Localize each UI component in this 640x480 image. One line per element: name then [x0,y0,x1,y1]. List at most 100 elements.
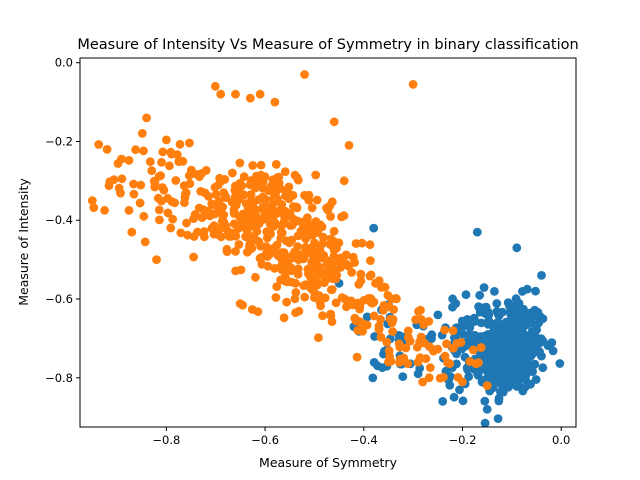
data-point-series-2 [342,302,351,312]
data-point-series-2 [329,245,339,255]
data-point-series-2 [290,247,299,257]
data-point-series-2 [253,307,263,316]
data-point-series-2 [388,314,398,324]
y-tick-label: −0.2 [45,134,73,148]
data-point-series-2 [209,221,219,231]
data-point-series-2 [279,313,289,323]
data-point-series-2 [127,227,137,237]
data-point-series-2 [389,305,398,314]
data-point-series-2 [192,170,202,179]
data-point-series-2 [150,182,160,192]
data-point-series-2 [114,183,124,193]
data-point-series-1 [517,308,526,318]
data-point-series-2 [251,272,260,282]
data-point-series-2 [270,264,279,273]
data-point-series-2 [117,174,127,184]
data-point-series-1 [480,418,490,428]
data-point-series-2 [137,129,147,138]
data-point-series-2 [401,343,411,353]
data-point-series-2 [351,239,361,248]
data-point-series-1 [537,271,546,280]
data-point-series-2 [245,93,255,103]
y-axis-label: Measure of Intensity [16,178,31,306]
data-point-series-2 [165,161,174,171]
data-point-series-1 [413,369,423,379]
data-point-series-2 [124,206,134,215]
data-point-series-1 [489,360,498,370]
data-point-series-1 [483,307,493,317]
data-point-series-2 [291,308,300,318]
data-point-series-2 [152,255,161,264]
data-point-series-1 [518,287,527,296]
data-point-series-2 [377,283,386,292]
data-point-series-2 [271,293,281,302]
x-tick-label: −0.8 [152,433,180,447]
data-point-series-2 [323,256,333,266]
data-point-series-2 [171,176,181,185]
data-point-series-2 [168,214,178,224]
data-point-series-2 [280,167,290,177]
data-point-series-2 [391,294,401,303]
data-point-series-2 [270,97,280,107]
data-point-series-2 [301,280,310,289]
data-point-series-2 [248,161,258,170]
data-point-series-2 [255,89,265,99]
data-point-series-2 [307,257,317,267]
data-point-series-2 [234,240,244,249]
data-point-series-1 [470,317,480,326]
data-point-series-2 [261,195,270,204]
data-point-series-2 [189,252,199,262]
data-point-series-2 [245,239,255,248]
data-point-series-1 [448,302,457,312]
y-axis-ticks: 0.0 −0.2 −0.4 −0.6 −0.8 [45,56,80,385]
data-point-series-2 [256,170,266,180]
data-point-series-2 [280,272,290,282]
data-point-series-2 [159,185,169,195]
data-point-series-2 [303,264,313,274]
data-point-series-2 [305,244,315,253]
data-point-series-2 [200,188,210,198]
data-point-series-2 [276,227,286,237]
data-point-series-2 [231,247,240,256]
data-point-series-2 [189,214,199,224]
data-point-series-1 [518,341,528,351]
data-point-series-1 [494,394,504,403]
data-point-series-1 [492,307,502,316]
data-point-series-2 [337,212,346,222]
data-point-series-2 [244,231,254,241]
data-point-series-2 [264,250,274,260]
data-point-series-2 [254,195,263,205]
data-point-series-2 [236,265,246,275]
data-point-series-2 [104,181,114,191]
data-point-series-1 [438,397,448,406]
data-point-series-2 [331,298,341,308]
data-point-series-2 [411,315,420,325]
data-point-series-2 [252,211,261,221]
data-point-series-2 [142,113,152,123]
data-point-series-2 [129,179,139,189]
data-point-series-1 [538,363,548,373]
data-point-series-2 [235,158,245,168]
data-point-series-2 [158,147,168,157]
data-point-series-2 [145,157,155,167]
data-point-series-2 [246,176,256,185]
data-point-series-1 [520,351,530,360]
data-point-series-2 [468,345,478,355]
data-point-series-2 [312,195,322,205]
data-point-series-1 [478,332,488,341]
data-point-series-2 [317,222,327,232]
data-point-series-2 [384,346,394,356]
x-axis-ticks: −0.8 −0.6 −0.4 −0.2 0.0 [152,427,570,447]
data-point-series-2 [382,337,392,347]
data-point-series-2 [465,357,475,366]
data-point-series-2 [257,253,267,262]
data-point-series-2 [199,232,209,242]
data-point-series-2 [163,208,173,218]
data-point-series-2 [216,232,226,242]
data-point-series-1 [484,367,494,377]
data-point-series-2 [135,198,145,208]
data-point-series-2 [291,288,301,297]
data-point-series-2 [178,156,188,166]
data-point-series-2 [439,372,448,382]
data-point-series-2 [334,238,344,248]
